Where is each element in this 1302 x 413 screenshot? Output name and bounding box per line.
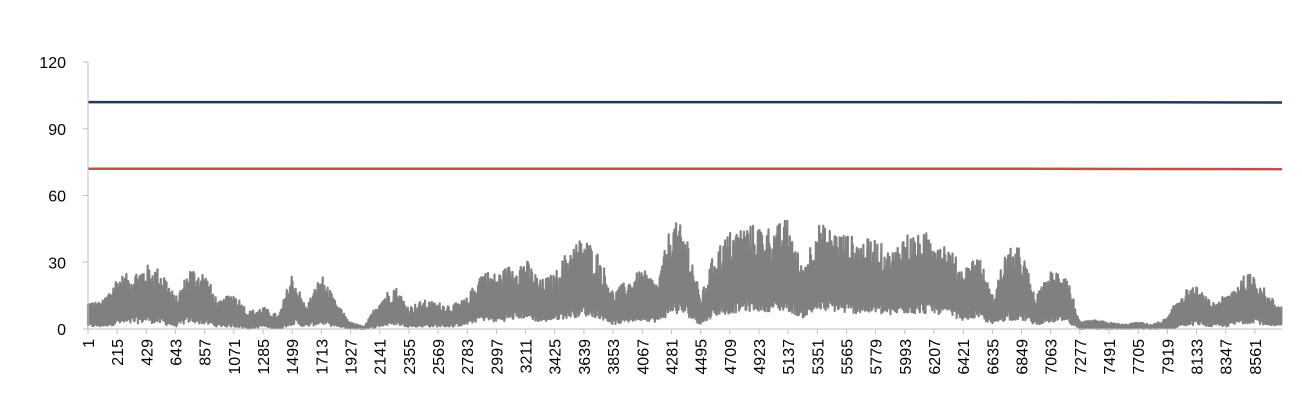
y-axis: 0 30 60 90 120: [39, 55, 89, 339]
x-tick-label: 429: [139, 339, 156, 366]
x-tick-label: 1285: [256, 339, 273, 375]
x-tick-label: 3853: [606, 339, 623, 375]
x-tick-label: 1499: [285, 339, 302, 375]
plot-area: [86, 100, 1283, 331]
x-tick-label: 8561: [1248, 339, 1265, 375]
x-tick-label: 6207: [927, 339, 944, 375]
x-tick-label: 7063: [1044, 339, 1061, 375]
x-tick-label: 5137: [781, 339, 798, 375]
x-tick-label: 3425: [548, 339, 565, 375]
x-tick-label: 5565: [839, 339, 856, 375]
x-tick-label: 1713: [314, 339, 331, 375]
x-tick-label: 4923: [752, 339, 769, 375]
x-tick-label: 6849: [1014, 339, 1031, 375]
x-tick-label: 4067: [635, 339, 652, 375]
x-tick-label: 4495: [694, 339, 711, 375]
x-tick-label: 1: [81, 339, 98, 348]
x-axis: 1 215 429 643 857 1071 1285 1499 1713 1927 2141 235…: [81, 328, 1282, 375]
x-tick-label: 2997: [489, 339, 506, 375]
x-tick-label: 643: [169, 339, 186, 366]
x-tick-label: 2141: [373, 339, 390, 375]
x-tick-label: 5351: [810, 339, 827, 375]
x-tick-label: 215: [110, 339, 127, 366]
x-tick-label: 8347: [1219, 339, 1236, 375]
x-tick-label: 8133: [1190, 339, 1207, 375]
y-tick-label: 0: [57, 322, 66, 339]
x-tick-label: 4281: [664, 339, 681, 375]
x-tick-label: 5993: [898, 339, 915, 375]
x-tick-label: 2569: [431, 339, 448, 375]
x-tick-label: 6421: [956, 339, 973, 375]
x-tick-label: 3639: [577, 339, 594, 375]
x-tick-label: 7491: [1102, 339, 1119, 375]
x-tick-label: 3211: [519, 339, 536, 374]
y-tick-label: 90: [48, 122, 66, 139]
x-tick-label: 1927: [344, 339, 361, 375]
x-tick-label: 2355: [402, 339, 419, 375]
series-line-demand: [86, 219, 1283, 331]
y-tick-label: 60: [48, 189, 66, 206]
y-tick-label: 120: [39, 55, 66, 72]
y-tick-label: 30: [48, 255, 66, 272]
x-tick-label: 6635: [985, 339, 1002, 375]
x-tick-label: 2783: [460, 339, 477, 375]
x-tick-label: 4709: [723, 339, 740, 375]
x-tick-label: 7919: [1160, 339, 1177, 375]
x-tick-label: 7277: [1073, 339, 1090, 375]
x-tick-label: 857: [198, 339, 215, 366]
x-tick-label: 7705: [1131, 339, 1148, 375]
x-tick-label: 5779: [869, 339, 886, 375]
x-tick-label: 1071: [227, 339, 244, 375]
